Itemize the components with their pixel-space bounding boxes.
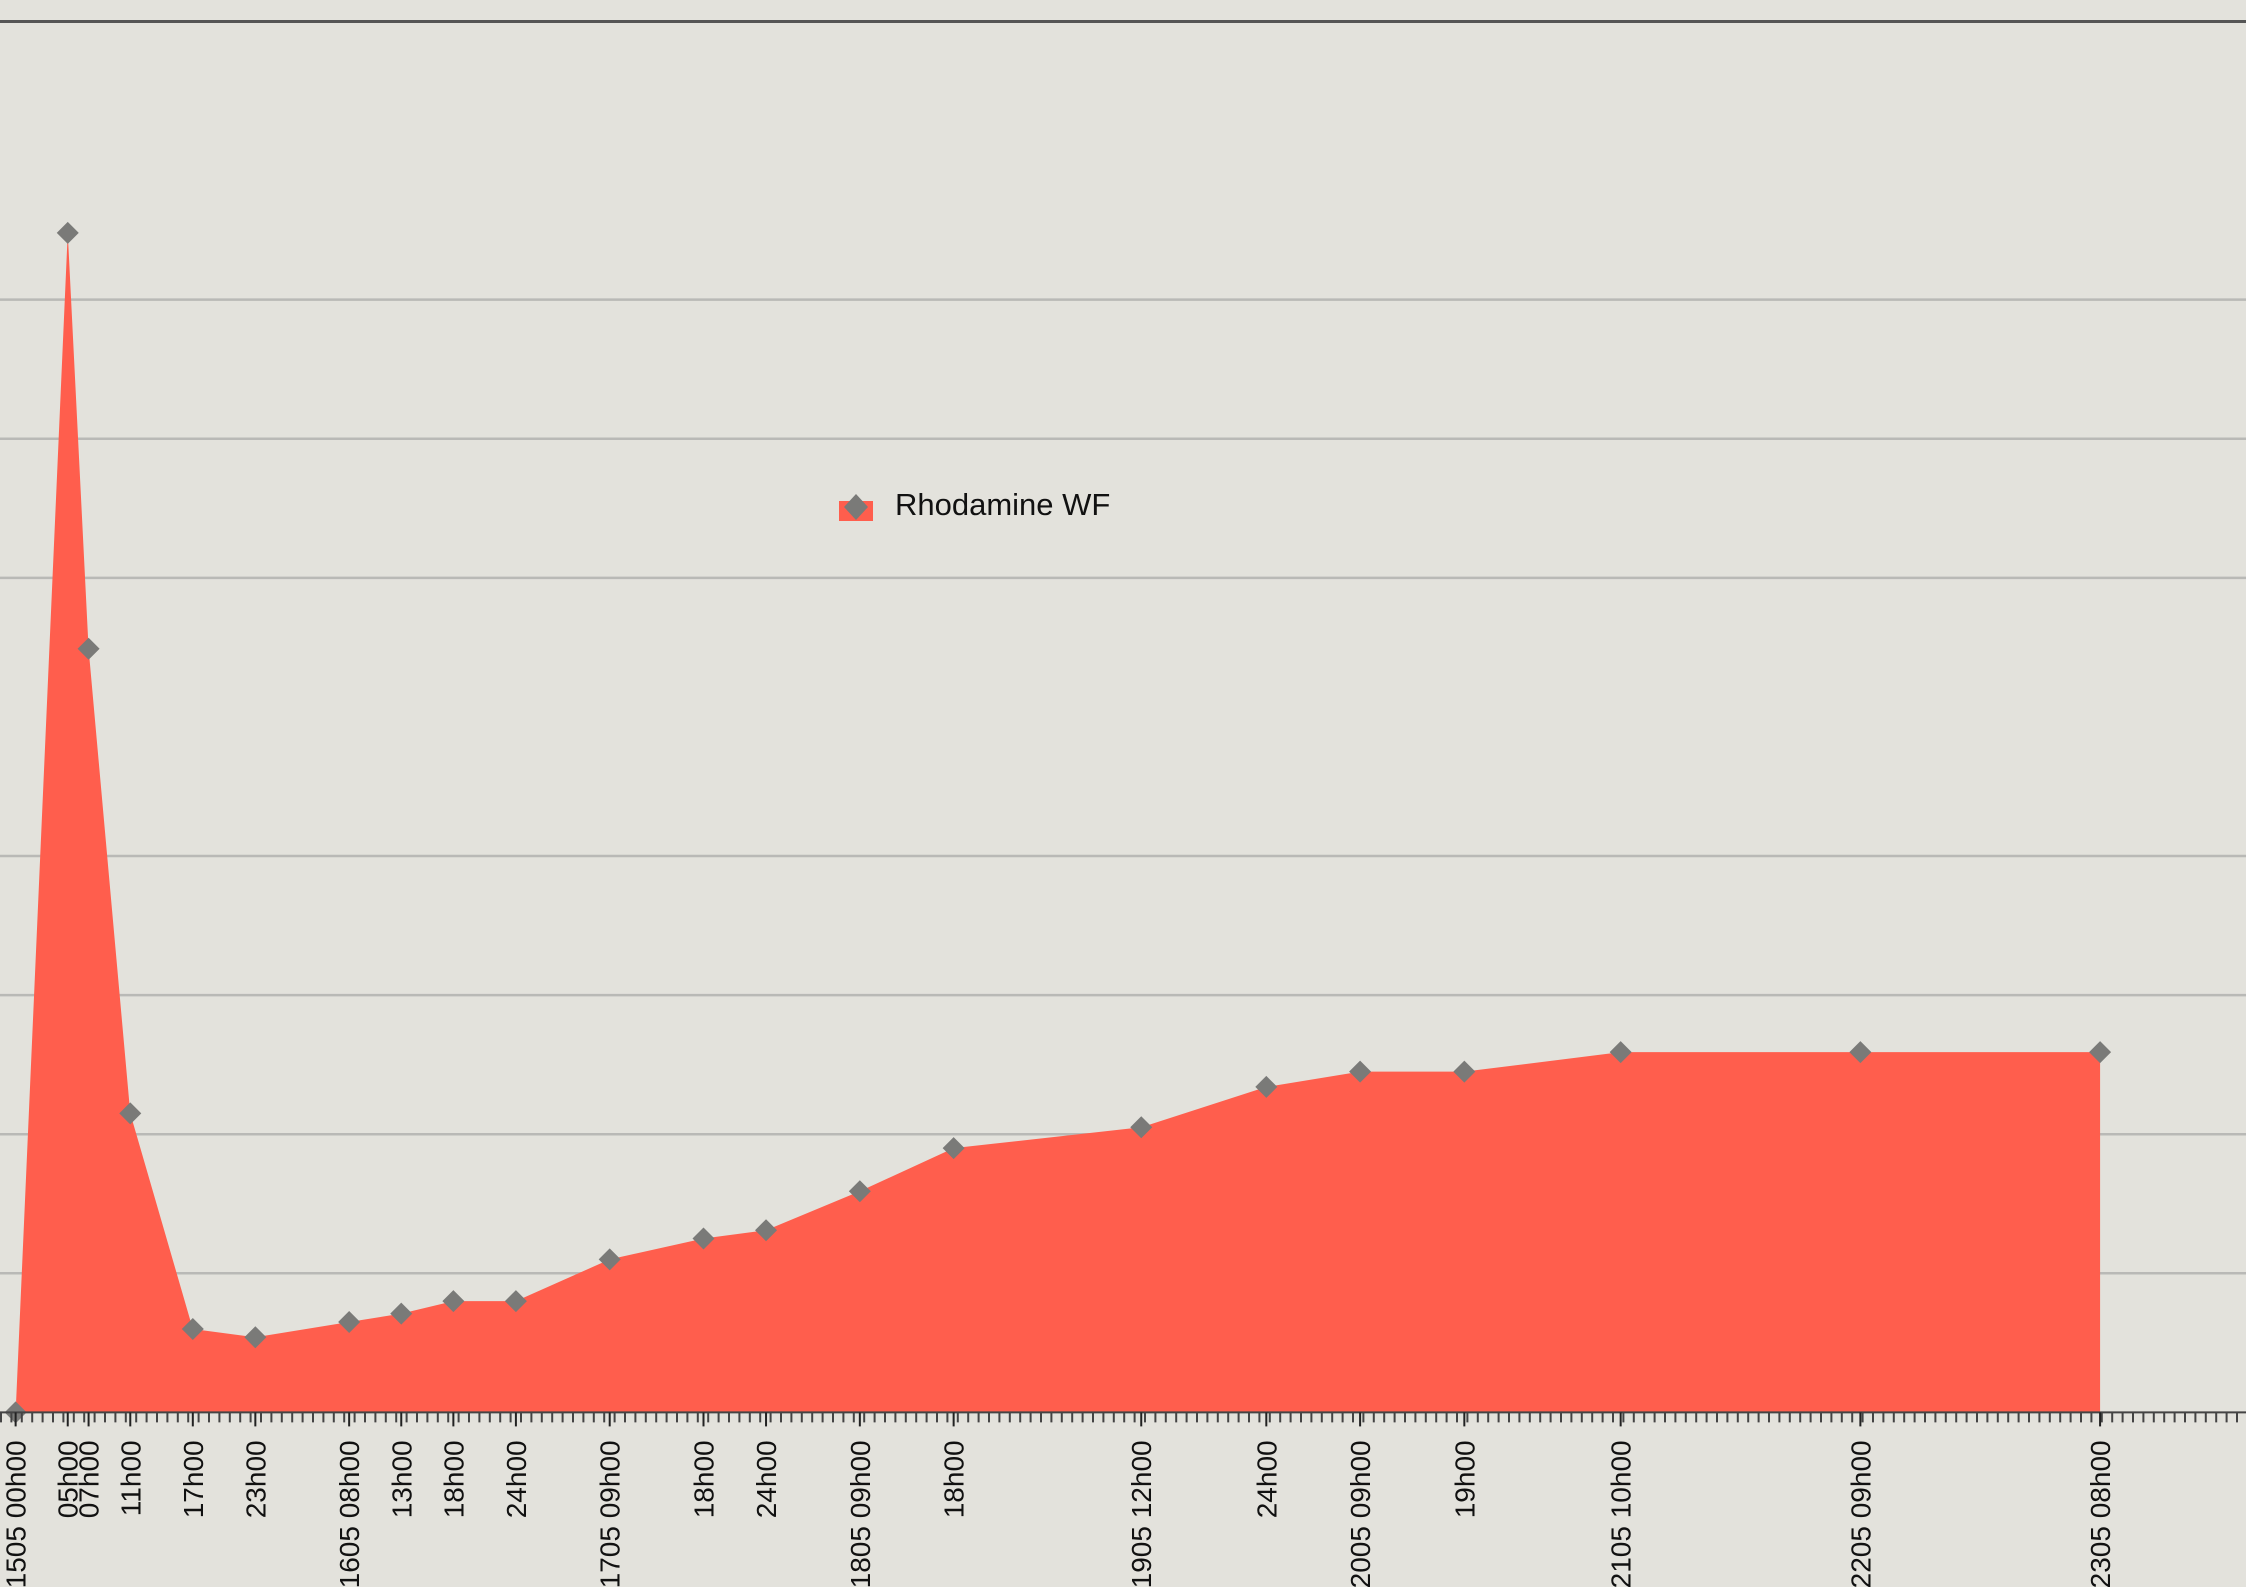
marker (338, 1310, 361, 1333)
marker (1255, 1075, 1278, 1098)
marker (942, 1137, 965, 1160)
x-tick-label: 11h00 (115, 1440, 146, 1516)
marker (598, 1248, 621, 1271)
x-tick-label: 24h00 (501, 1440, 532, 1518)
x-tick-label: 24h00 (1251, 1440, 1282, 1518)
marker (1453, 1060, 1476, 1083)
x-tick-label: 1905 12h00 (1126, 1440, 1157, 1587)
x-tick-label: 18h00 (438, 1440, 469, 1518)
x-tick-label: 05h00 (53, 1440, 84, 1518)
marker (504, 1290, 527, 1313)
x-tick-label: 18h00 (689, 1440, 720, 1518)
marker (1609, 1041, 1632, 1064)
legend-marker (844, 494, 868, 520)
marker (1849, 1041, 1872, 1064)
x-tick-label: 24h00 (751, 1440, 782, 1518)
x-tick-label: 1605 08h00 (334, 1440, 365, 1587)
x-tick-label: 07h00 (74, 1440, 105, 1518)
marker (2089, 1041, 2112, 1064)
x-tick-label: 2005 09h00 (1345, 1440, 1376, 1587)
marker (1130, 1116, 1153, 1139)
x-tick-label: 1505 00h00 (1, 1440, 32, 1587)
x-tick-label: 2205 09h00 (1845, 1440, 1876, 1587)
marker (181, 1317, 204, 1340)
marker (442, 1290, 465, 1313)
area (15, 232, 2101, 1413)
marker (119, 1102, 142, 1125)
x-tick-label: 2105 10h00 (1606, 1440, 1637, 1587)
marker (755, 1219, 778, 1242)
x-tick-label: 2305 08h00 (2085, 1440, 2116, 1587)
x-tick-label: 1805 09h00 (845, 1440, 876, 1587)
marker (56, 221, 79, 244)
marker (390, 1302, 413, 1325)
marker (848, 1180, 871, 1203)
marker (244, 1326, 267, 1349)
x-tick-label: 23h00 (240, 1440, 271, 1518)
x-tick-label: 1705 09h00 (595, 1440, 626, 1587)
legend-label: Rhodamine WF (895, 487, 1110, 522)
x-tick-label: 19h00 (1449, 1440, 1480, 1518)
x-tick-label: 13h00 (386, 1440, 417, 1518)
marker (692, 1227, 715, 1250)
marker (77, 637, 100, 660)
x-tick-label: 17h00 (178, 1440, 209, 1518)
marker (1349, 1060, 1372, 1083)
x-tick-label: 18h00 (939, 1440, 970, 1518)
